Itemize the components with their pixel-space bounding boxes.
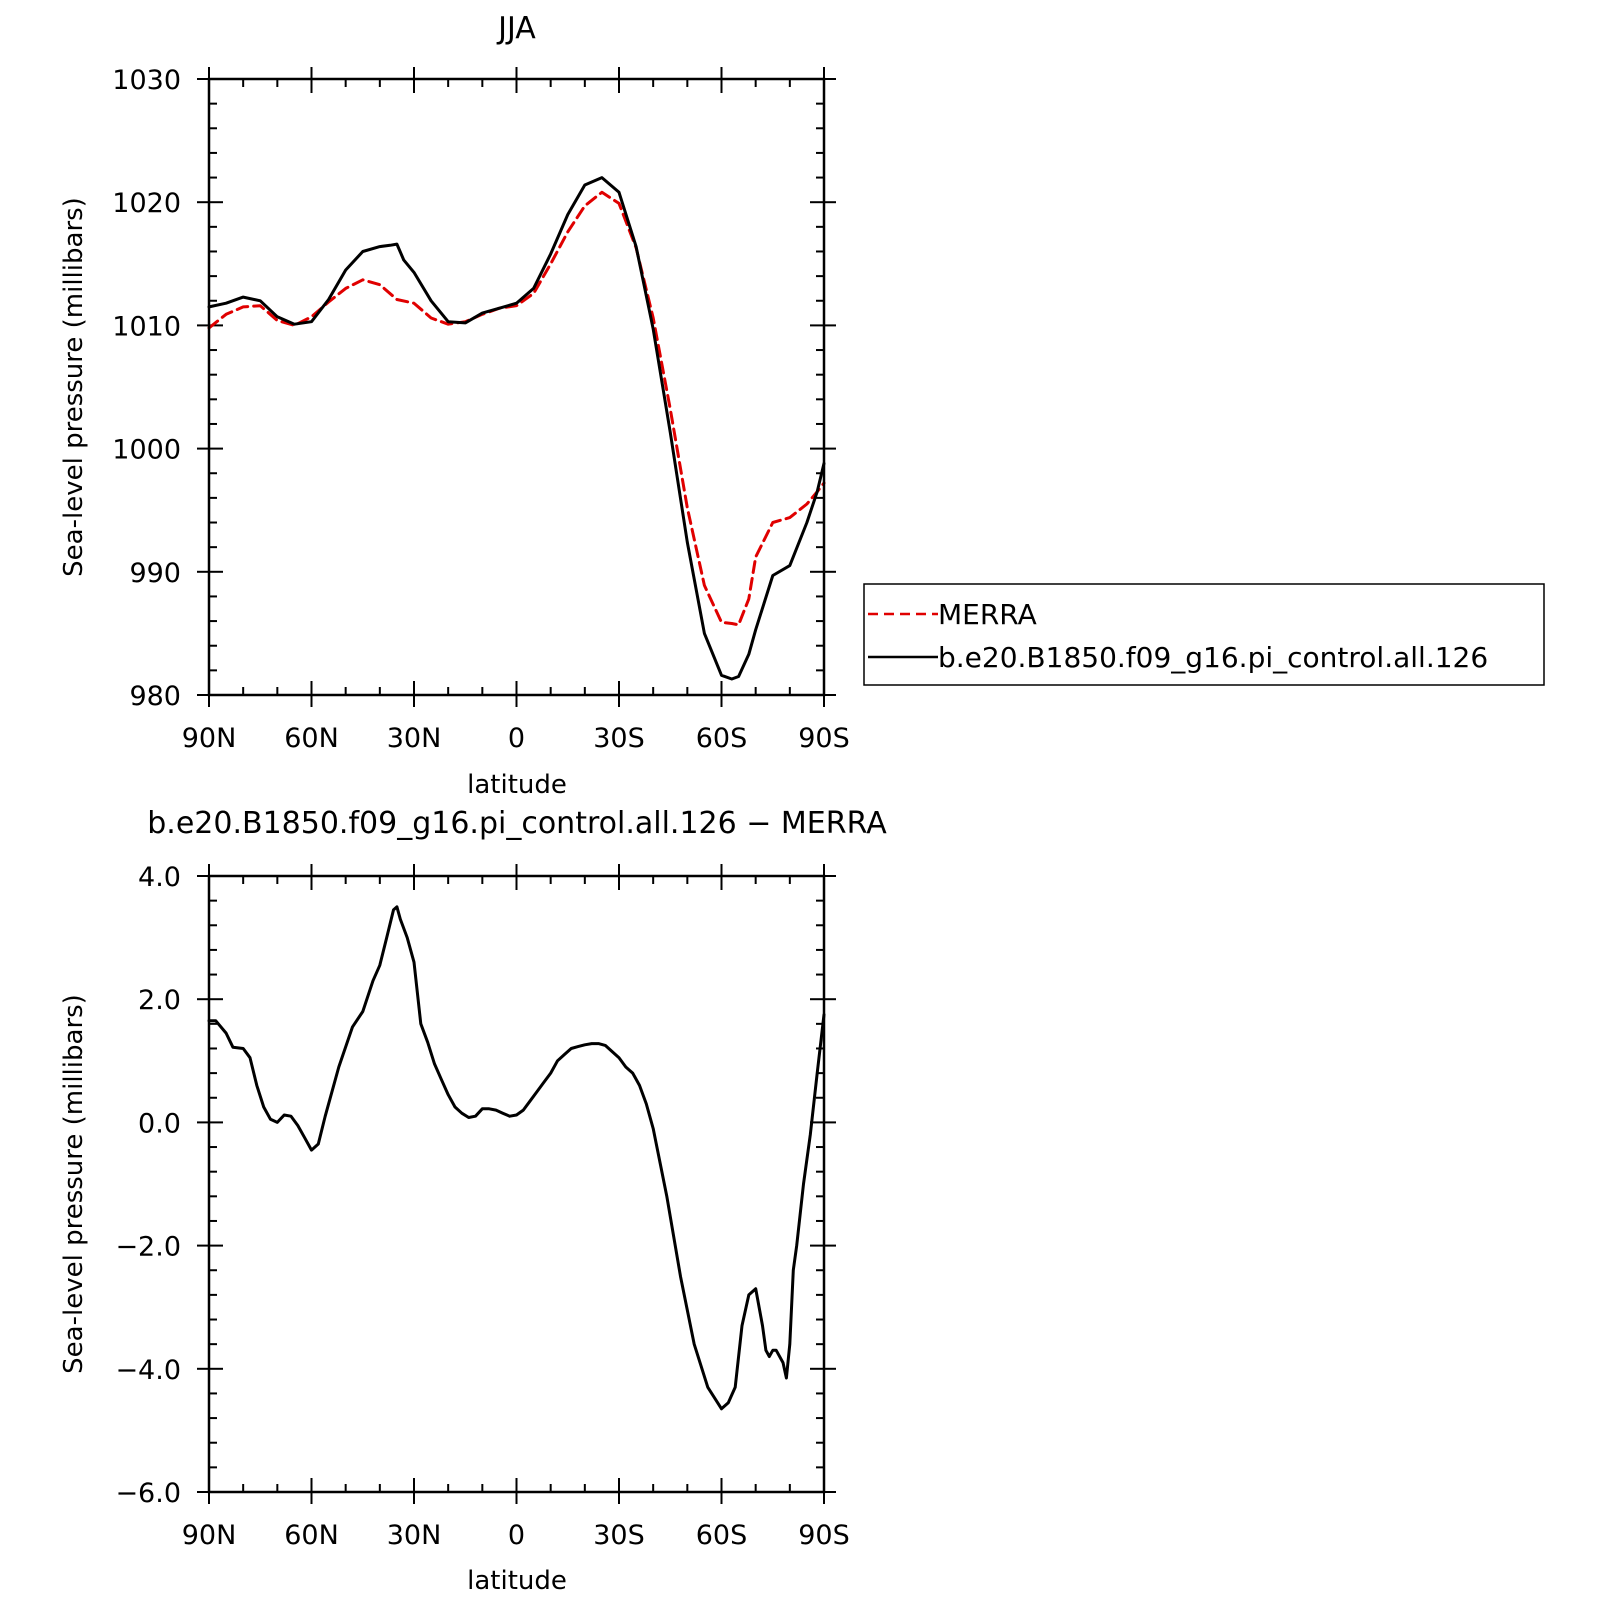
- top-series: [207, 176, 826, 681]
- series-line-b-e20-b1850-f09-g16-pi-control-all-126: [207, 176, 826, 681]
- x-tick-label: 30N: [387, 723, 442, 754]
- series-line-difference: [207, 905, 826, 1411]
- y-tick-label: 2.0: [138, 985, 181, 1016]
- x-tick-label: 90S: [798, 723, 850, 754]
- legend-label-model: b.e20.B1850.f09_g16.pi_control.all.126: [938, 641, 1488, 674]
- y-tick-label: 1030: [112, 65, 181, 96]
- top-x-tick-labels: 90N 60N 30N 0 30S 60S 90S: [182, 723, 850, 754]
- y-tick-label: 990: [129, 558, 181, 589]
- y-tick-label: −4.0: [115, 1355, 181, 1386]
- bottom-x-axis-label: latitude: [467, 1566, 567, 1596]
- series-line-merra: [207, 190, 826, 627]
- x-tick-label: 60S: [696, 723, 748, 754]
- bottom-x-tick-labels: 90N 60N 30N 0 30S 60S 90S: [182, 1520, 850, 1551]
- y-tick-label: −6.0: [115, 1478, 181, 1509]
- x-tick-label: 30N: [387, 1520, 442, 1551]
- x-tick-label: 60S: [696, 1520, 748, 1551]
- top-x-axis-label: latitude: [467, 770, 567, 800]
- y-tick-label: 4.0: [138, 862, 181, 893]
- x-tick-label: 0: [508, 723, 525, 754]
- legend-box: [863, 583, 1545, 686]
- legend-label-merra: MERRA: [938, 598, 1037, 631]
- x-tick-label: 30S: [593, 723, 645, 754]
- x-tick-label: 60N: [284, 1520, 339, 1551]
- top-panel: JJA 90N 60N 30N 0 30S 60S 90S 1030 1020 1010 1000…: [59, 11, 850, 800]
- top-y-axis-label: Sea-level pressure (millibars): [59, 197, 89, 577]
- y-tick-label: 0.0: [138, 1108, 181, 1139]
- y-tick-label: 1020: [112, 188, 181, 219]
- bottom-y-axis-label: Sea-level pressure (millibars): [59, 994, 89, 1374]
- x-tick-label: 90S: [798, 1520, 850, 1551]
- y-tick-label: 1010: [112, 311, 181, 342]
- bottom-chart-title: b.e20.B1850.f09_g16.pi_control.all.126 −…: [147, 806, 887, 841]
- x-tick-label: 0: [508, 1520, 525, 1551]
- bottom-ticks: [197, 864, 836, 1504]
- x-tick-label: 30S: [593, 1520, 645, 1551]
- legend: MERRA b.e20.B1850.f09_g16.pi_control.all…: [863, 583, 1545, 686]
- y-tick-label: 1000: [112, 435, 181, 466]
- bottom-y-tick-labels: 4.0 2.0 0.0 −2.0 −4.0 −6.0: [115, 862, 181, 1509]
- bottom-series: [207, 905, 826, 1411]
- y-tick-label: 980: [129, 681, 181, 712]
- bottom-plot-frame: [207, 874, 826, 1494]
- x-tick-label: 90N: [182, 1520, 237, 1551]
- x-tick-label: 90N: [182, 723, 237, 754]
- top-plot-frame: [207, 77, 826, 697]
- x-tick-label: 60N: [284, 723, 339, 754]
- y-tick-label: −2.0: [115, 1232, 181, 1263]
- top-ticks: [197, 67, 836, 707]
- top-chart-title: JJA: [496, 11, 536, 46]
- bottom-panel: b.e20.B1850.f09_g16.pi_control.all.126 −…: [59, 806, 887, 1596]
- top-y-tick-labels: 1030 1020 1010 1000 990 980: [112, 65, 181, 712]
